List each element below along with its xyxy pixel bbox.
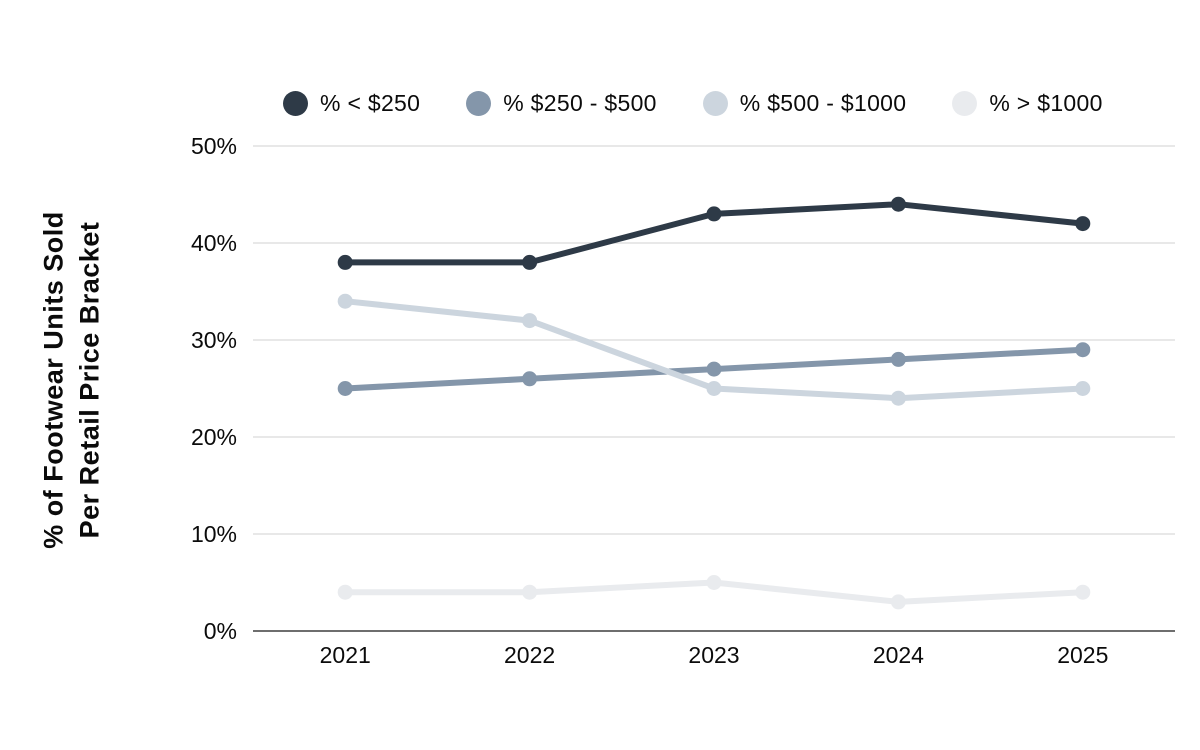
data-point	[890, 390, 906, 406]
data-point	[522, 584, 538, 600]
legend-dot-icon	[283, 91, 308, 116]
data-point	[1075, 381, 1091, 396]
x-tick-label: 2021	[320, 642, 371, 668]
y-tick-label: 20%	[191, 424, 237, 450]
x-tick-label: 2025	[1057, 642, 1108, 668]
y-tick-label: 0%	[204, 618, 237, 644]
legend-dot-icon	[466, 91, 492, 116]
y-tick-labels: 0% 10% 20% 30% 40% 50%	[191, 133, 237, 644]
data-point	[890, 196, 906, 212]
y-tick-label: 40%	[191, 230, 237, 256]
y-tick-label: 10%	[191, 521, 237, 547]
data-point	[522, 254, 538, 270]
data-point	[1075, 216, 1091, 232]
data-point	[706, 381, 722, 396]
data-point	[1075, 584, 1091, 600]
data-point	[706, 575, 722, 590]
y-tick-label: 30%	[191, 327, 237, 353]
legend-item: % > $1000	[952, 90, 1102, 117]
legend-label: % < $250	[320, 90, 421, 116]
series-lines	[342, 201, 1086, 605]
x-tick-label: 2022	[504, 642, 555, 668]
series-points	[337, 196, 1091, 610]
legend: % < $250 % $250 - $500 % $500 - $1000 % > $…	[283, 90, 1103, 117]
y-axis-title-line2: Per Retail Price Bracket	[74, 221, 104, 539]
data-point	[1075, 342, 1091, 358]
legend-label: % $500 - $1000	[739, 90, 907, 116]
data-point	[337, 381, 353, 396]
legend-item: % $250 - $500	[466, 90, 657, 117]
legend-item: % $500 - $1000	[702, 90, 907, 117]
x-tick-label: 2023	[688, 642, 739, 668]
legend-item: % < $250	[283, 90, 420, 117]
y-axis-title-line1: % of Footwear Units Sold	[38, 211, 69, 549]
y-axis-title: % of Footwear Units Sold Per Retail Pric…	[36, 211, 107, 549]
gridlines	[253, 145, 1175, 632]
data-point	[890, 594, 906, 610]
legend-dot-icon	[952, 91, 978, 116]
data-point	[522, 371, 538, 387]
data-point	[337, 584, 353, 600]
legend-label: % > $1000	[989, 90, 1103, 116]
data-point	[706, 361, 722, 377]
legend-dot-icon	[702, 91, 728, 116]
x-tick-labels: 2021 2022 2023 2024 2025	[320, 642, 1109, 668]
data-point	[522, 313, 538, 329]
legend-label: % $250 - $500	[503, 90, 657, 116]
data-point	[337, 293, 353, 309]
y-tick-label: 50%	[191, 133, 237, 159]
data-point	[337, 254, 353, 270]
x-tick-label: 2024	[873, 642, 924, 668]
data-point	[706, 206, 722, 222]
data-point	[890, 351, 906, 367]
